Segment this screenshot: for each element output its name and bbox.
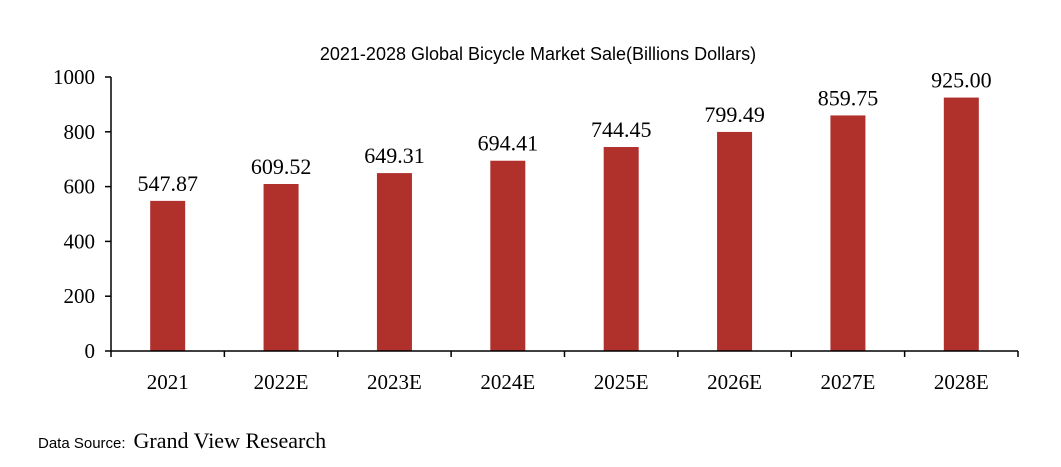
bar-2025E [603,147,639,351]
x-tick-label: 2028E [934,370,989,394]
x-tick-label: 2024E [480,370,535,394]
x-tick-label: 2021 [147,370,189,394]
x-tick-label: 2022E [254,370,309,394]
bars: 547.87 609.52 649.31 694.41 744.45 799.49 859.… [137,68,992,351]
chart-title: 2021-2028 Global Bicycle Market Sale(Bil… [320,44,756,64]
data-label: 609.52 [251,154,312,179]
y-tick-label: 800 [64,120,96,144]
data-label: 859.75 [818,85,879,110]
y-tick-label: 400 [64,229,96,253]
x-tick-label: 2025E [594,370,649,394]
data-source-label: Data Source: [38,435,126,452]
bar-2024E [490,160,526,351]
bar-2022E [263,183,299,351]
bar-2026E [717,131,753,351]
data-label: 649.31 [364,143,425,168]
data-label: 694.41 [478,131,539,156]
data-label: 547.87 [137,171,198,196]
x-tick-label: 2023E [367,370,422,394]
bar-2023E [376,173,412,351]
x-tick-label: 2027E [821,370,876,394]
data-source-value: Grand View Research [133,428,327,453]
y-tick-label: 1000 [53,65,95,89]
data-source: Data Source: Grand View Research [38,428,326,454]
x-tick-label: 2026E [707,370,762,394]
y-tick-label: 200 [64,284,96,308]
x-axis: 2021 2022E 2023E 2024E 2025E 2026E 2027E 2028E [110,350,1019,394]
data-label: 744.45 [591,117,652,142]
bar-2028E [943,97,979,351]
bar-2027E [830,115,866,351]
y-axis: 0 200 400 600 800 1000 [53,65,112,363]
data-label: 799.49 [704,102,765,127]
bar-2021 [150,200,186,351]
y-tick-label: 0 [85,339,96,363]
data-label: 925.00 [931,68,992,93]
y-tick-label: 600 [64,175,96,199]
